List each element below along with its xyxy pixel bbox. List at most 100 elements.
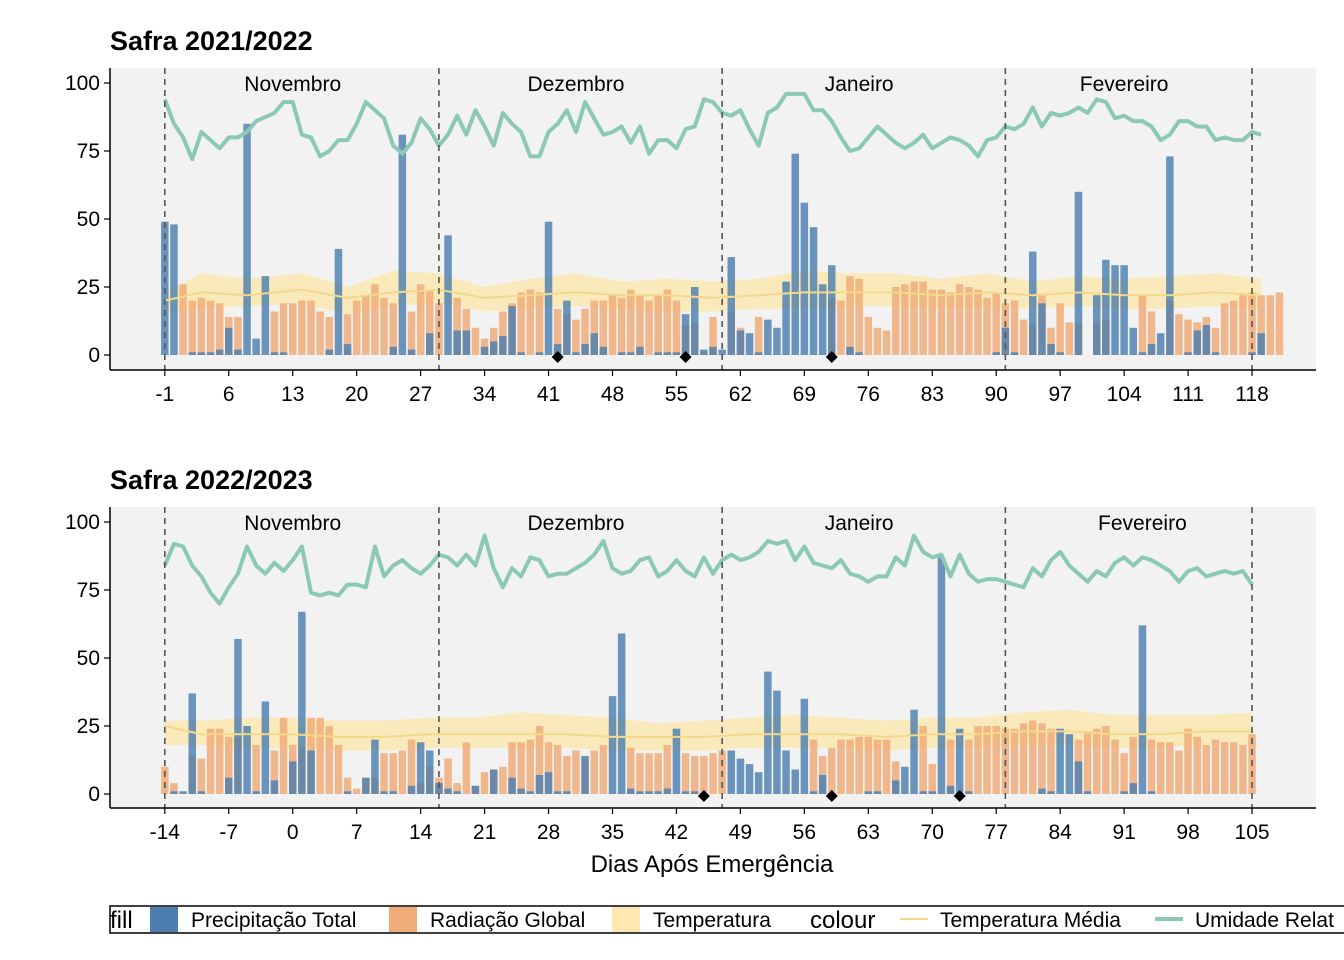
radiation-bar — [1184, 728, 1192, 794]
precipitation-bar — [225, 327, 233, 355]
precipitation-bar — [1138, 625, 1147, 794]
precipitation-bar — [243, 123, 251, 355]
precipitation-bar — [672, 728, 681, 794]
radiation-bar — [444, 758, 452, 794]
legend-colour-title: colour — [810, 907, 875, 934]
precipitation-bar — [1083, 791, 1092, 794]
radiation-bar — [1029, 720, 1037, 794]
radiation-bar — [992, 292, 1000, 355]
radiation-bar — [572, 319, 580, 355]
precipitation-bar — [1102, 259, 1110, 355]
radiation-bar — [1083, 731, 1092, 794]
radiation-bar — [1220, 742, 1229, 794]
event-marker — [697, 790, 710, 802]
radiation-bar — [901, 284, 909, 355]
radiation-bar — [289, 303, 297, 355]
radiation-bar — [161, 766, 169, 794]
x-tick-label: 111 — [1172, 383, 1204, 406]
y-tick-label: 100 — [65, 72, 100, 95]
precipitation-bar — [1211, 352, 1220, 355]
legend-swatch-temperature — [612, 907, 640, 932]
x-tick-label: 63 — [857, 821, 880, 844]
radiation-bar — [654, 295, 662, 355]
precipitation-bar — [818, 775, 827, 794]
radiation-bar — [572, 750, 580, 794]
radiation-bar — [919, 726, 927, 794]
radiation-bar — [1120, 753, 1128, 794]
radiation-bar — [645, 300, 653, 355]
radiation-bar — [499, 766, 507, 794]
precipitation-bar — [1074, 761, 1083, 794]
precipitation-bar — [800, 202, 809, 355]
radiation-bar — [983, 726, 991, 794]
precipitation-bar — [426, 333, 434, 355]
x-tick-label: 55 — [665, 383, 688, 406]
precipitation-bar — [325, 349, 333, 355]
precipitation-bar — [1184, 352, 1192, 355]
precipitation-bar — [343, 791, 352, 794]
radiation-bar — [307, 300, 315, 355]
precipitation-bar — [965, 791, 973, 794]
y-tick-label: 25 — [77, 715, 100, 738]
precipitation-bar — [809, 227, 818, 355]
x-tick-label: 104 — [1107, 383, 1142, 406]
month-label: Novembro — [244, 73, 341, 96]
precipitation-bar — [435, 783, 443, 794]
precipitation-bar — [1056, 728, 1064, 794]
precipitation-bar — [691, 287, 699, 355]
precipitation-bar — [745, 333, 754, 355]
x-tick-label: 56 — [793, 821, 816, 844]
legend-fill-title: fill — [110, 907, 133, 934]
radiation-bar — [892, 761, 900, 794]
x-tick-label: 97 — [1049, 383, 1072, 406]
radiation-bar — [828, 747, 836, 794]
radiation-bar — [197, 297, 206, 355]
precipitation-bar — [627, 788, 635, 794]
x-tick-label: 49 — [729, 821, 752, 844]
radiation-bar — [362, 295, 370, 355]
radiation-bar — [1202, 745, 1211, 794]
precipitation-bar — [270, 780, 279, 794]
x-tick-label: 34 — [473, 383, 497, 406]
radiation-bar — [965, 739, 973, 794]
radiation-bar — [526, 739, 534, 794]
precipitation-bar — [791, 153, 799, 355]
precipitation-bar — [1056, 352, 1064, 355]
precipitation-bar — [910, 709, 918, 794]
radiation-bar — [279, 717, 288, 794]
radiation-bar — [371, 284, 379, 355]
radiation-bar — [599, 300, 608, 355]
radiation-bar — [343, 314, 352, 355]
radiation-bar — [983, 297, 991, 355]
radiation-bar — [1093, 728, 1101, 794]
precipitation-bar — [663, 788, 672, 794]
radiation-bar — [581, 308, 589, 355]
radiation-bar — [663, 289, 672, 355]
x-tick-label: 105 — [1235, 821, 1270, 844]
radiation-bar — [453, 783, 461, 794]
radiation-bar — [864, 316, 873, 355]
legend-swatch-precip — [150, 907, 178, 932]
precipitation-bar — [197, 791, 206, 794]
radiation-bar — [590, 750, 598, 794]
radiation-bar — [1147, 739, 1156, 794]
precipitation-bar — [170, 224, 178, 355]
precipitation-bar — [334, 248, 343, 355]
precipitation-bar — [563, 791, 571, 794]
precipitation-bar — [1074, 191, 1083, 355]
x-tick-label: -14 — [150, 821, 181, 844]
radiation-bar — [206, 300, 215, 355]
radiation-bar — [553, 745, 562, 794]
radiation-bar — [1175, 314, 1183, 355]
radiation-bar — [1129, 736, 1137, 794]
radiation-bar — [389, 303, 397, 355]
y-tick-label: 25 — [77, 276, 100, 299]
precipitation-bar — [946, 785, 955, 794]
legend-label-humidity: Umidade Relat — [1195, 909, 1334, 932]
y-tick-label: 0 — [88, 783, 100, 806]
month-label: Dezembro — [528, 73, 625, 96]
radiation-bar — [499, 311, 507, 355]
precipitation-bar — [599, 346, 608, 355]
precipitation-bar — [380, 791, 388, 794]
radiation-bar — [1230, 742, 1238, 794]
